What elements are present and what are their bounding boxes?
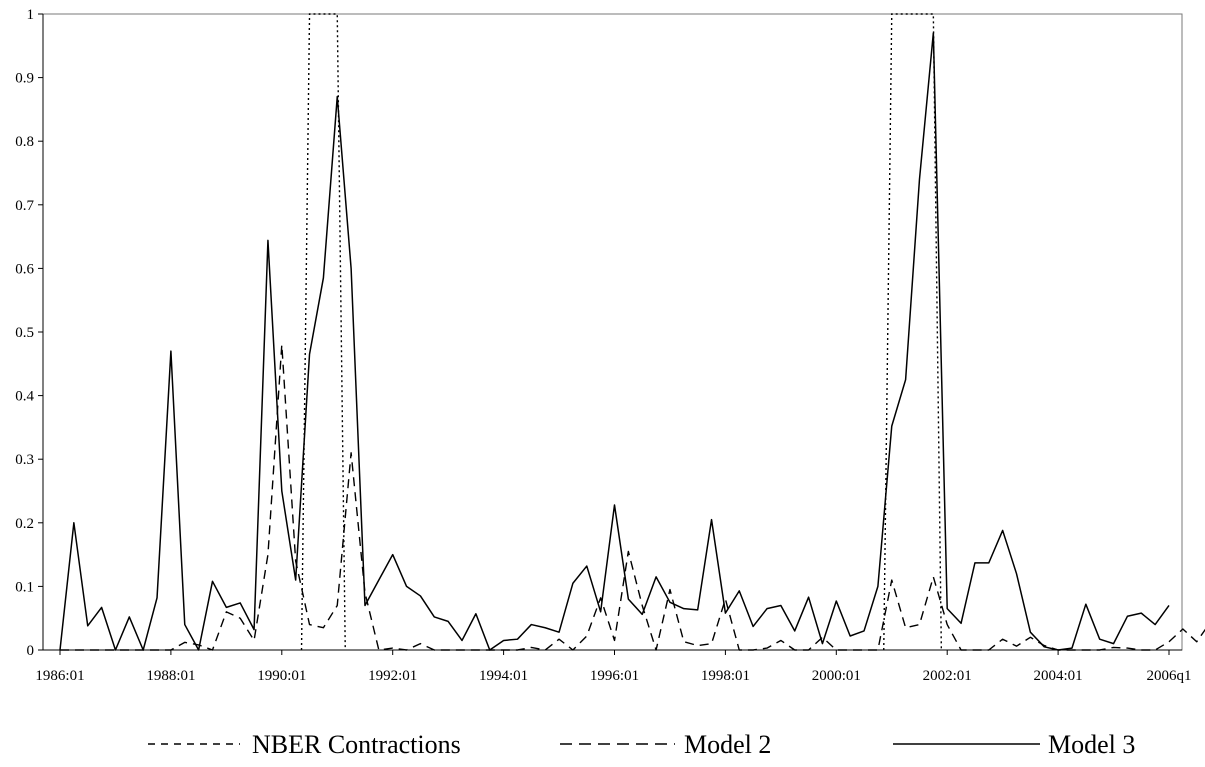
x-tick-label: 2000:01 [812,668,861,684]
x-tick-label: 1998:01 [701,668,750,684]
legend-item-nber-label: NBER Contractions [252,730,461,759]
model-3-line [59,32,1170,651]
x-axis-ticks: 1986:01 1988:01 1990:01 1992:01 1994:01 1996:… [35,650,1192,684]
nber-contraction-band [300,13,346,651]
y-tick-label: 0.4 [15,389,34,405]
y-tick-label: 1 [27,7,35,23]
x-tick-label: 2004:01 [1034,668,1083,684]
y-tick-label: 0 [27,643,35,659]
y-axis-ticks: 0 0.1 0.2 0.3 0.4 0.5 0.6 0.7 0.8 0.9 1 [15,7,43,659]
y-tick-label: 0.3 [15,452,34,468]
x-tick-label: 1986:01 [35,668,84,684]
model-2-line [60,344,1205,651]
legend: NBER Contractions Model 2 Model 3 [148,730,1135,759]
y-tick-label: 0.1 [15,579,34,595]
x-tick-label: 1992:01 [368,668,417,684]
series-layer [59,13,1205,651]
x-tick-label: 1994:01 [479,668,528,684]
y-tick-label: 0.8 [15,134,34,150]
x-tick-label: 1996:01 [590,668,639,684]
y-tick-label: 0.6 [15,261,34,277]
legend-item-model-2-label: Model 2 [684,730,771,759]
nber-contraction-band [883,13,943,651]
y-tick-label: 0.9 [15,71,34,87]
y-tick-label: 0.2 [15,516,34,532]
x-tick-label: 2002:01 [923,668,972,684]
x-tick-label: 1990:01 [257,668,306,684]
x-tick-label: 1988:01 [146,668,195,684]
y-tick-label: 0.5 [15,325,34,341]
legend-item-model-3-label: Model 3 [1048,730,1135,759]
x-tick-label: 2006q1 [1147,668,1192,684]
y-tick-label: 0.7 [15,198,34,214]
